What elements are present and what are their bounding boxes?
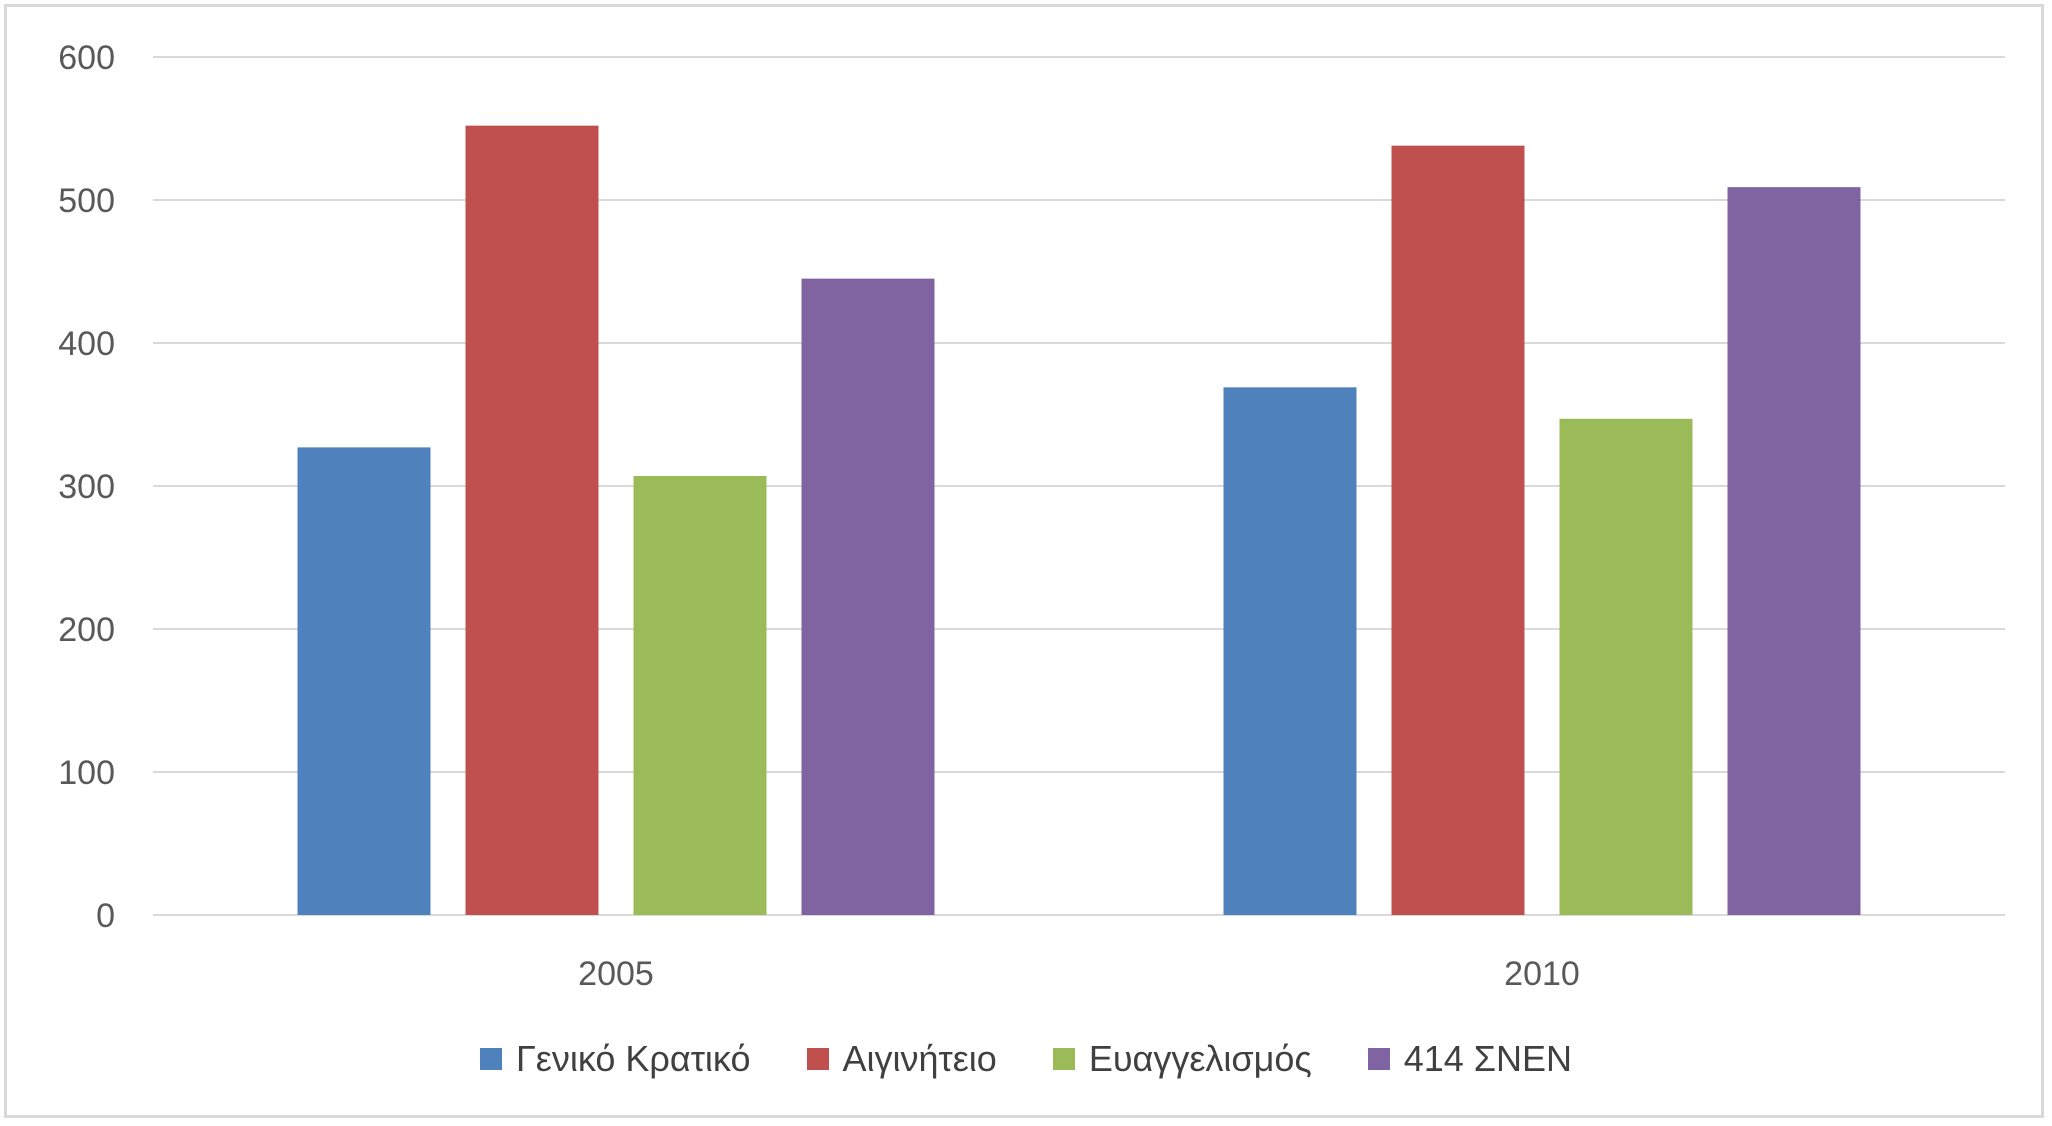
bar: [465, 125, 599, 915]
legend: Γενικό Κρατικό Αιγινήτειο Ευαγγελισμός 414 …: [0, 1038, 2052, 1080]
legend-item: 414 ΣΝΕΝ: [1367, 1038, 1573, 1080]
x-tick-label: 2005: [578, 955, 654, 993]
y-axis-ticks: 0 100 200 300 400 500 600: [58, 39, 115, 935]
y-tick-label: 300: [58, 468, 115, 506]
bars: [297, 125, 1861, 916]
legend-swatch: [1052, 1048, 1075, 1070]
y-tick-label: 200: [58, 611, 115, 649]
legend-label: 414 ΣΝΕΝ: [1403, 1038, 1573, 1079]
y-tick-label: 600: [58, 39, 115, 77]
bar: [297, 447, 431, 915]
y-tick-label: 100: [58, 754, 115, 792]
y-tick-label: 400: [58, 325, 115, 363]
legend-item: Ευαγγελισμός: [1052, 1038, 1312, 1080]
legend-item: Αιγινήτειο: [806, 1038, 997, 1080]
legend-label: Ευαγγελισμός: [1088, 1038, 1312, 1079]
legend-label: Γενικό Κρατικό: [515, 1038, 751, 1079]
legend-label: Αιγινήτειο: [842, 1038, 997, 1079]
legend-item: Γενικό Κρατικό: [479, 1038, 751, 1080]
y-tick-label: 500: [58, 182, 115, 220]
legend-swatch: [1367, 1048, 1390, 1070]
legend-swatch: [479, 1048, 502, 1070]
bar: [1559, 418, 1693, 915]
bar: [633, 475, 767, 915]
x-tick-label: 2010: [1504, 955, 1580, 993]
bar: [1223, 387, 1357, 916]
bar: [1391, 145, 1525, 915]
bar: [1727, 187, 1861, 915]
bar: [801, 278, 935, 915]
gridlines: [153, 56, 2005, 916]
legend-swatch: [806, 1048, 829, 1070]
x-axis-ticks: 2005 2010: [578, 955, 1580, 993]
y-tick-label: 0: [96, 897, 115, 935]
